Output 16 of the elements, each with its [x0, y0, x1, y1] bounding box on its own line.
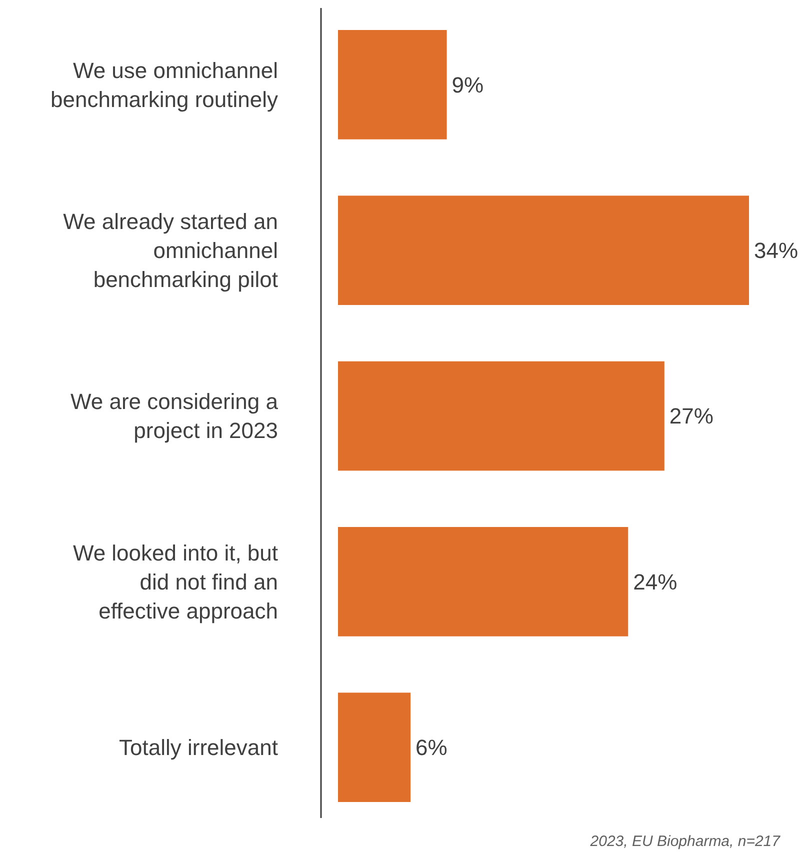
data-label: 9%: [452, 72, 484, 98]
text: 2023, EU Biopharma, n=217: [589, 833, 781, 850]
data-label: 24%: [633, 569, 678, 594]
bar: [338, 526, 628, 636]
bar: [338, 30, 447, 140]
data-label: 27%: [669, 404, 714, 429]
bar: [338, 196, 749, 306]
y-tick-label: Totally irrelevant: [119, 735, 278, 760]
y-tick-label: We looked into it, but did not find an effective approach: [72, 540, 278, 624]
y-tick-label: We use omnichannel benchmarking routinely: [50, 58, 278, 112]
y-tick-label: We are considering a project in 2023: [70, 389, 279, 444]
data-label: 34%: [754, 238, 798, 264]
y-tick-label: We already started an omnichannel benchmarking pilot: [63, 209, 278, 292]
data-label: 6%: [416, 735, 448, 760]
bar: [338, 361, 664, 471]
bar: [338, 692, 411, 802]
